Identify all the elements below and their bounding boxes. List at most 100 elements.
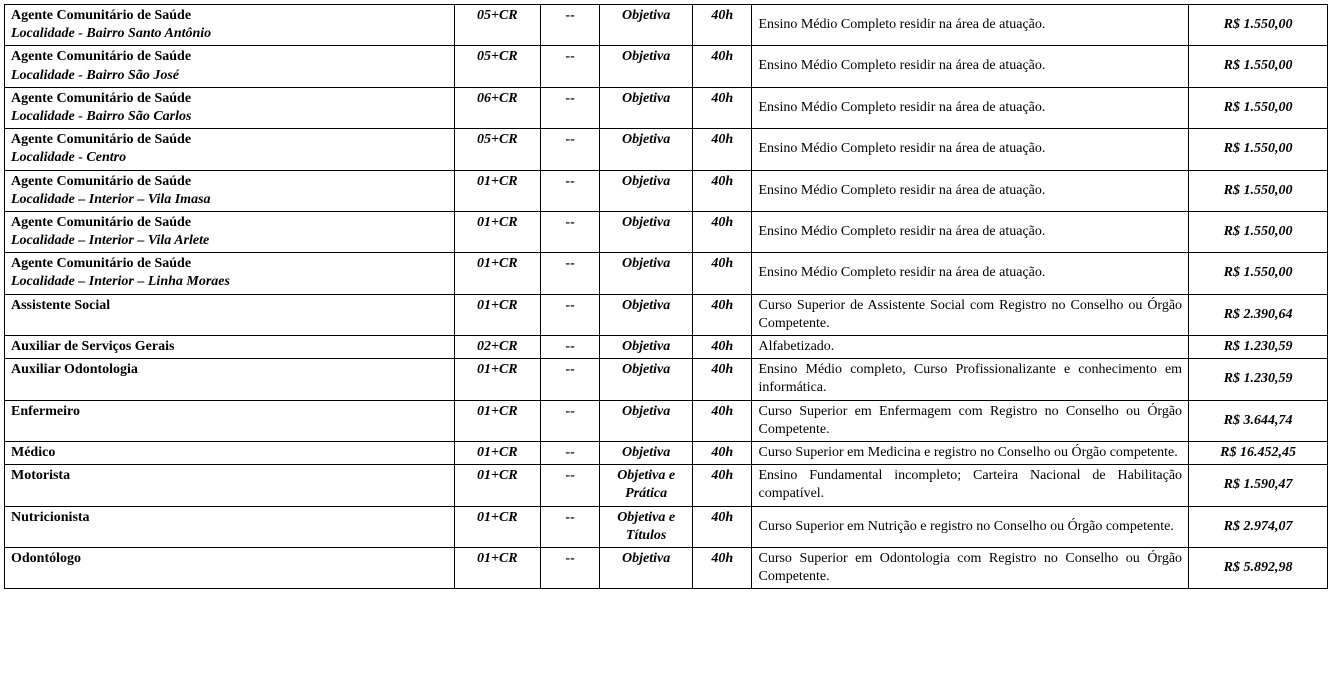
vagas-cell: 01+CR [454,465,540,506]
sal-cell: R$ 1.230,59 [1189,336,1328,359]
prova-cell: Objetiva [600,400,693,441]
vagas-cell: 05+CR [454,46,540,87]
cargo-title: Agente Comunitário de Saúde [11,214,448,232]
sal-cell: R$ 1.550,00 [1189,87,1328,128]
table-row: Auxiliar Odontologia01+CR--Objetiva40hEn… [5,359,1328,400]
cargo-title: Enfermeiro [11,403,448,421]
prova-cell: Objetiva [600,5,693,46]
vagas-cell: 05+CR [454,129,540,170]
cargo-subtitle: Localidade - Bairro Santo Antônio [11,25,448,43]
cargo-title: Agente Comunitário de Saúde [11,7,448,25]
req-cell: Ensino Fundamental incompleto; Carteira … [752,465,1189,506]
pcd-cell: -- [540,400,600,441]
vagas-cell: 01+CR [454,359,540,400]
cargo-title: Agente Comunitário de Saúde [11,48,448,66]
prova-cell: Objetiva [600,253,693,294]
sal-cell: R$ 1.590,47 [1189,465,1328,506]
cargo-title: Agente Comunitário de Saúde [11,131,448,149]
pcd-cell: -- [540,129,600,170]
ch-cell: 40h [692,547,752,588]
cargo-cell: Agente Comunitário de SaúdeLocalidade - … [5,46,455,87]
vagas-cell: 01+CR [454,400,540,441]
vagas-cell: 01+CR [454,253,540,294]
req-cell: Ensino Médio Completo residir na área de… [752,5,1189,46]
req-cell: Ensino Médio Completo residir na área de… [752,87,1189,128]
cargo-cell: Agente Comunitário de SaúdeLocalidade - … [5,87,455,128]
prova-cell: Objetiva [600,129,693,170]
sal-cell: R$ 5.892,98 [1189,547,1328,588]
req-cell: Curso Superior em Odontologia com Regist… [752,547,1189,588]
vagas-cell: 06+CR [454,87,540,128]
pcd-cell: -- [540,359,600,400]
sal-cell: R$ 1.550,00 [1189,46,1328,87]
cargo-subtitle: Localidade - Bairro São José [11,67,448,85]
pcd-cell: -- [540,294,600,335]
cargo-cell: Odontólogo [5,547,455,588]
prova-cell: Objetiva [600,294,693,335]
cargo-title: Motorista [11,467,448,485]
cargo-title: Nutricionista [11,509,448,527]
sal-cell: R$ 1.550,00 [1189,170,1328,211]
req-cell: Ensino Médio Completo residir na área de… [752,46,1189,87]
prova-cell: Objetiva e Prática [600,465,693,506]
cargo-cell: Agente Comunitário de SaúdeLocalidade – … [5,170,455,211]
vagas-cell: 02+CR [454,336,540,359]
vagas-cell: 01+CR [454,170,540,211]
pcd-cell: -- [540,547,600,588]
cargo-title: Odontólogo [11,550,448,568]
cargo-cell: Enfermeiro [5,400,455,441]
ch-cell: 40h [692,506,752,547]
table-row: Auxiliar de Serviços Gerais02+CR--Objeti… [5,336,1328,359]
prova-cell: Objetiva [600,211,693,252]
cargo-title: Auxiliar Odontologia [11,361,448,379]
table-row: Médico01+CR--Objetiva40hCurso Superior e… [5,441,1328,464]
cargo-cell: Médico [5,441,455,464]
vagas-cell: 01+CR [454,294,540,335]
pcd-cell: -- [540,506,600,547]
vagas-cell: 05+CR [454,5,540,46]
sal-cell: R$ 1.550,00 [1189,211,1328,252]
pcd-cell: -- [540,170,600,211]
pcd-cell: -- [540,46,600,87]
table-row: Odontólogo01+CR--Objetiva40hCurso Superi… [5,547,1328,588]
cargo-title: Médico [11,444,448,462]
cargo-cell: Agente Comunitário de SaúdeLocalidade - … [5,129,455,170]
pcd-cell: -- [540,5,600,46]
vagas-cell: 01+CR [454,211,540,252]
table-row: Enfermeiro01+CR--Objetiva40hCurso Superi… [5,400,1328,441]
cargo-title: Agente Comunitário de Saúde [11,90,448,108]
cargo-cell: Agente Comunitário de SaúdeLocalidade – … [5,211,455,252]
pcd-cell: -- [540,441,600,464]
table-row: Agente Comunitário de SaúdeLocalidade – … [5,211,1328,252]
vagas-cell: 01+CR [454,441,540,464]
cargos-table: Agente Comunitário de SaúdeLocalidade - … [4,4,1328,589]
table-row: Agente Comunitário de SaúdeLocalidade - … [5,5,1328,46]
sal-cell: R$ 1.550,00 [1189,5,1328,46]
cargo-title: Assistente Social [11,297,448,315]
vagas-cell: 01+CR [454,506,540,547]
cargo-cell: Agente Comunitário de SaúdeLocalidade - … [5,5,455,46]
cargo-subtitle: Localidade - Centro [11,149,448,167]
req-cell: Curso Superior em Medicina e registro no… [752,441,1189,464]
vagas-cell: 01+CR [454,547,540,588]
pcd-cell: -- [540,465,600,506]
pcd-cell: -- [540,336,600,359]
cargo-subtitle: Localidade - Bairro São Carlos [11,108,448,126]
table-body: Agente Comunitário de SaúdeLocalidade - … [5,5,1328,589]
table-row: Motorista01+CR--Objetiva e Prática40hEns… [5,465,1328,506]
req-cell: Ensino Médio completo, Curso Profissiona… [752,359,1189,400]
ch-cell: 40h [692,211,752,252]
cargo-cell: Agente Comunitário de SaúdeLocalidade – … [5,253,455,294]
table-row: Nutricionista01+CR--Objetiva e Títulos40… [5,506,1328,547]
req-cell: Ensino Médio Completo residir na área de… [752,253,1189,294]
table-row: Agente Comunitário de SaúdeLocalidade – … [5,253,1328,294]
req-cell: Curso Superior de Assistente Social com … [752,294,1189,335]
sal-cell: R$ 2.390,64 [1189,294,1328,335]
cargo-cell: Auxiliar de Serviços Gerais [5,336,455,359]
req-cell: Ensino Médio Completo residir na área de… [752,129,1189,170]
prova-cell: Objetiva [600,170,693,211]
cargo-subtitle: Localidade – Interior – Vila Imasa [11,191,448,209]
cargo-title: Auxiliar de Serviços Gerais [11,338,448,356]
table-row: Agente Comunitário de SaúdeLocalidade – … [5,170,1328,211]
req-cell: Alfabetizado. [752,336,1189,359]
